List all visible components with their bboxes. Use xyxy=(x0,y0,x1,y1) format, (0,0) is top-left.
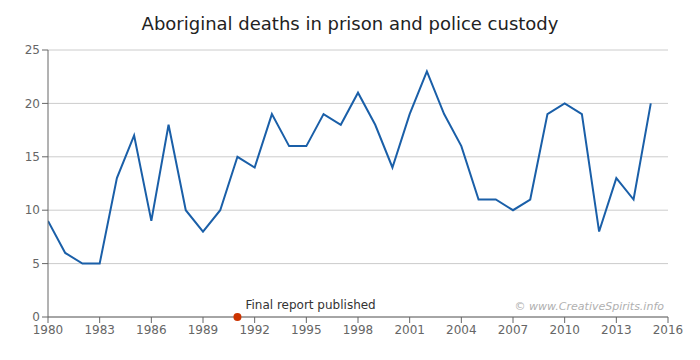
svg-text:2001: 2001 xyxy=(394,323,425,337)
svg-text:0: 0 xyxy=(32,310,40,324)
svg-text:1989: 1989 xyxy=(188,323,219,337)
svg-text:20: 20 xyxy=(25,97,40,111)
svg-text:1995: 1995 xyxy=(291,323,322,337)
html-text:© www.CreativeSpirits.info: © www.CreativeSpirits.info xyxy=(514,300,664,313)
svg-text:1998: 1998 xyxy=(343,323,374,337)
svg-text:2004: 2004 xyxy=(446,323,477,337)
svg-text:2007: 2007 xyxy=(498,323,529,337)
svg-text:Final report published: Final report published xyxy=(245,298,375,312)
svg-text:1986: 1986 xyxy=(136,323,167,337)
svg-text:2016: 2016 xyxy=(653,323,684,337)
svg-text:25: 25 xyxy=(25,43,40,57)
html-text:Aboriginal deaths in prison an: Aboriginal deaths in prison and police c… xyxy=(141,13,559,34)
svg-text:2013: 2013 xyxy=(601,323,632,337)
svg-text:5: 5 xyxy=(32,257,40,271)
svg-text:15: 15 xyxy=(25,150,40,164)
svg-text:2010: 2010 xyxy=(549,323,580,337)
svg-text:10: 10 xyxy=(25,203,40,217)
svg-text:1992: 1992 xyxy=(239,323,270,337)
svg-text:1980: 1980 xyxy=(33,323,64,337)
svg-text:1983: 1983 xyxy=(84,323,115,337)
